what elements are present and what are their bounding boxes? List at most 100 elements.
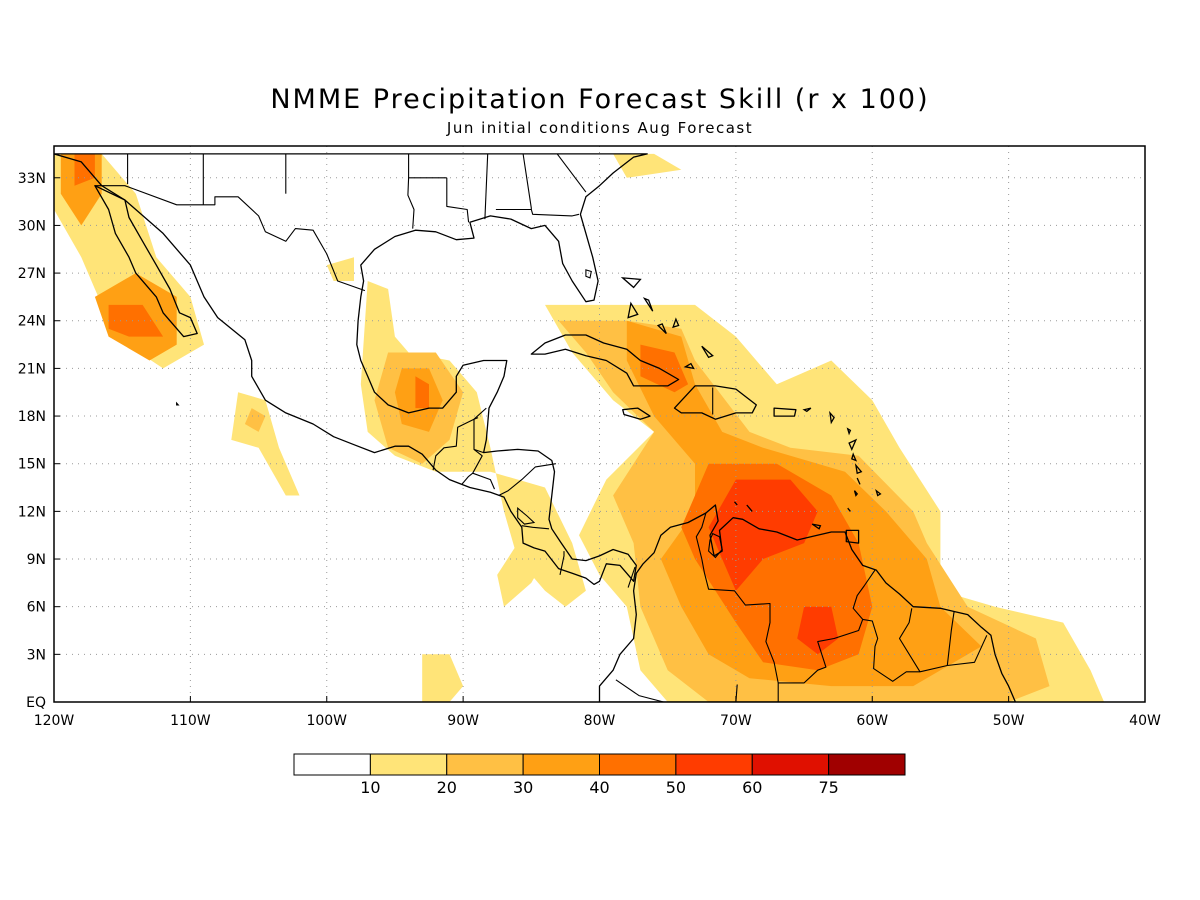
border-honduras-nicaragua — [498, 463, 556, 496]
border-us-states-4 — [407, 153, 415, 229]
border-us-states-7 — [484, 153, 489, 220]
lat-tick-label: EQ — [26, 695, 46, 711]
lat-tick-label: 12N — [18, 504, 46, 520]
border-panama-colombia — [627, 566, 636, 588]
island-bahamas — [656, 323, 667, 334]
lat-tick-label: 18N — [18, 409, 46, 425]
colorbar-swatch — [675, 753, 753, 776]
colorbar-label: 10 — [360, 778, 380, 797]
island-aruba-curacao — [734, 501, 738, 506]
island-bahamas — [683, 362, 695, 370]
skill-region-caribbean — [708, 479, 818, 591]
lake-okeechobee — [585, 269, 592, 279]
border-venezuela-brazil — [778, 619, 864, 684]
island-antilles — [853, 490, 859, 497]
island-antilles — [848, 438, 858, 452]
border-us-states-9 — [495, 208, 580, 217]
lake-maracaibo — [708, 532, 723, 559]
colorbar-label: 75 — [818, 778, 838, 797]
map-subtitle: Jun initial conditions Aug Forecast — [446, 119, 754, 137]
lon-tick-label: 120W — [34, 713, 75, 729]
lon-tick-label: 60W — [856, 713, 888, 729]
lon-tick-label: 90W — [447, 713, 479, 729]
colorbar-label: 30 — [513, 778, 533, 797]
colorbar: 10 20 30 40 50 60 75 — [293, 753, 906, 797]
axis-ticks: 120W 110W 100W 90W 80W 70W 60W 50W 40W EQ 3N 6N 9N 12… — [18, 171, 1161, 729]
island-virgin-islands — [802, 407, 812, 413]
skill-region-gulf-west — [326, 257, 354, 281]
colorbar-swatch — [446, 753, 524, 776]
coastline-baja-california — [94, 185, 198, 338]
lat-tick-label: 33N — [18, 171, 46, 187]
island-bahamas — [701, 345, 714, 359]
border-us-mexico — [94, 185, 366, 292]
skill-region-caribbean — [797, 606, 839, 655]
island-antilles — [851, 452, 858, 462]
border-nicaragua-costarica — [521, 525, 550, 530]
island-margarita — [811, 523, 822, 530]
island-antilles — [847, 507, 851, 512]
skill-region-pacific-south — [422, 654, 464, 702]
map-title: NMME Precipitation Forecast Skill (r x 1… — [270, 84, 930, 115]
border-elsalvador-honduras — [472, 472, 496, 490]
border-colombia-venezuela — [695, 512, 779, 702]
colorbar-label: 20 — [437, 778, 457, 797]
skill-region-mexico-southwest — [244, 408, 266, 432]
lake-nicaragua — [517, 507, 536, 525]
coastline-hispaniola — [673, 385, 757, 420]
lon-tick-label: 70W — [720, 713, 752, 729]
island-bahamas — [620, 277, 642, 289]
island-antilles — [875, 488, 882, 497]
border-mexico-belize — [473, 407, 487, 420]
island-bahamas — [672, 317, 680, 329]
colorbar-swatch — [828, 753, 906, 776]
lon-tick-label: 100W — [306, 713, 347, 729]
colorbar-swatch — [369, 753, 448, 776]
colorbar-swatch — [599, 753, 677, 776]
coastline-north-america — [54, 153, 648, 586]
island-leeward — [829, 410, 835, 425]
island-revillagigedo — [176, 401, 180, 406]
lat-tick-label: 27N — [18, 266, 46, 282]
colorbar-label: 50 — [666, 778, 686, 797]
border-us-states-10 — [556, 153, 587, 193]
border-costarica-panama — [559, 551, 565, 576]
island-bahamas — [627, 301, 639, 319]
coastline-layer — [54, 153, 1017, 702]
lon-tick-label: 40W — [1129, 713, 1161, 729]
lon-tick-label: 50W — [993, 713, 1025, 729]
skill-region-mexico-northwest — [108, 304, 164, 337]
lat-tick-label: 9N — [27, 552, 46, 568]
colorbar-label: 60 — [742, 778, 762, 797]
island-antilles — [854, 463, 863, 475]
island-antilles — [846, 427, 852, 436]
lat-tick-label: 6N — [27, 600, 46, 616]
colorbar-label: 40 — [589, 778, 609, 797]
lat-tick-label: 3N — [27, 647, 46, 663]
coastline-puerto-rico — [773, 407, 797, 417]
colorbar-swatch — [751, 753, 830, 776]
lat-tick-label: 21N — [18, 361, 46, 377]
border-guyana-brazil — [862, 618, 920, 682]
border-suriname-frguiana — [946, 611, 955, 666]
island-bahamas — [642, 297, 654, 312]
colorbar-swatch — [522, 753, 601, 776]
coastline-jamaica — [622, 407, 651, 420]
border-guyana-suriname — [898, 608, 921, 673]
skill-region-pacific-south — [497, 543, 545, 607]
border-brazil-suriname — [919, 664, 948, 673]
island-aruba-curacao — [746, 504, 753, 512]
border-us-states-6 — [446, 177, 470, 223]
lon-tick-label: 80W — [584, 713, 616, 729]
border-frguiana-brazil — [947, 635, 988, 667]
skill-region-mexico-east — [415, 376, 429, 409]
border-venezuela-guyana — [852, 569, 876, 620]
lat-tick-label: 15N — [18, 457, 46, 473]
coastline-trinidad — [845, 529, 860, 544]
lat-tick-label: 30N — [18, 218, 46, 234]
colorbar-swatch — [293, 753, 371, 776]
coastline-south-america — [598, 504, 1017, 702]
lat-tick-label: 24N — [18, 314, 46, 330]
island-antilles — [856, 477, 861, 485]
